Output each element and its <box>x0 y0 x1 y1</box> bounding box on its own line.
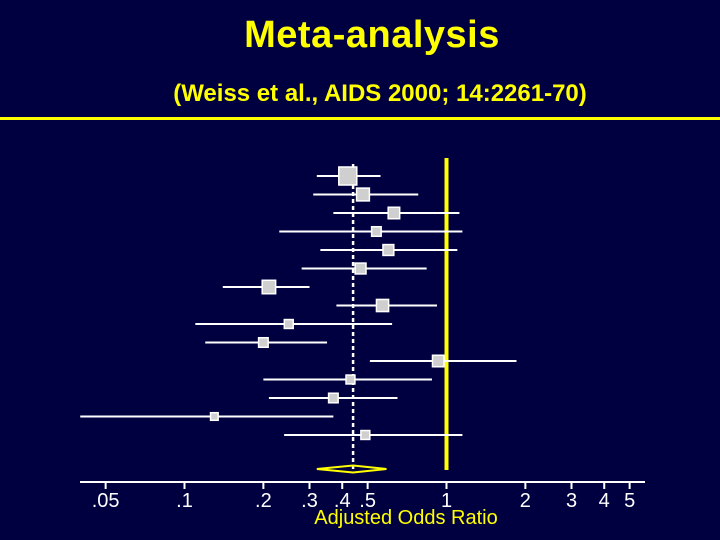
x-axis-title: Adjusted Odds Ratio <box>314 507 497 529</box>
summary-diamond <box>316 464 387 474</box>
study-point-estimate <box>354 262 367 275</box>
slide-subtitle: (Weiss et al., AIDS 2000; 14:2261-70) <box>173 80 587 107</box>
study-point-estimate <box>360 429 371 441</box>
study-point-estimate <box>261 279 277 295</box>
x-tick-label: 5 <box>624 490 635 512</box>
studies-group <box>80 166 517 441</box>
study-point-estimate <box>382 243 395 257</box>
study-point-estimate <box>355 187 371 202</box>
title-rule <box>0 117 720 120</box>
x-tick-label: .2 <box>255 490 272 512</box>
x-tick-label: .4 <box>334 490 351 512</box>
study-point-estimate <box>345 374 356 385</box>
x-axis: .05 .1 .2 .3 .4 .5 1 2 3 4 5 Adjusted Odds Ratio <box>80 481 645 529</box>
x-tick-label: 2 <box>520 490 531 512</box>
x-tick-label: .05 <box>92 490 120 512</box>
slide-title: Meta-analysis <box>244 14 500 56</box>
summary-group <box>316 464 387 474</box>
x-tick-label: 4 <box>599 490 610 512</box>
x-tick-label: 3 <box>566 490 577 512</box>
study-point-estimate <box>431 354 445 368</box>
study-point-estimate <box>338 166 358 186</box>
study-point-estimate <box>209 411 219 422</box>
study-point-estimate <box>387 206 401 220</box>
study-point-estimate <box>370 225 382 238</box>
x-tick-label: .5 <box>359 490 376 512</box>
study-point-estimate <box>257 336 269 349</box>
study-point-estimate <box>283 318 294 330</box>
x-tick-label: .1 <box>176 490 193 512</box>
study-point-estimate <box>375 298 390 313</box>
study-point-estimate <box>327 392 339 404</box>
x-tick-label: 1 <box>441 490 452 512</box>
x-tick-label: .3 <box>301 490 318 512</box>
